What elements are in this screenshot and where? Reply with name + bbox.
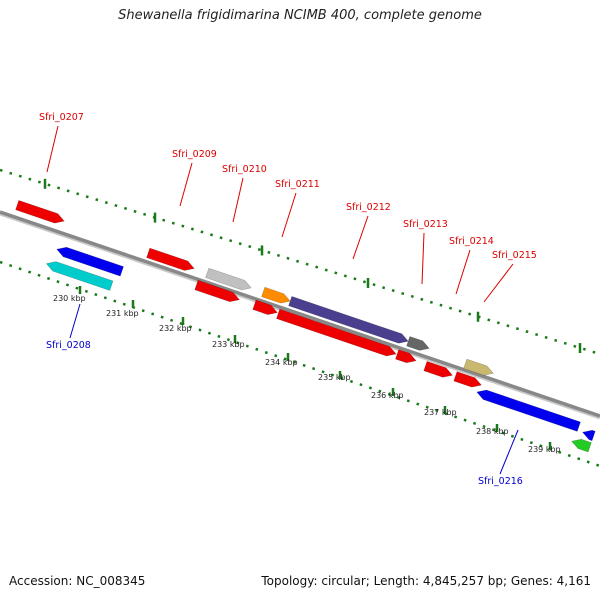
gene-feature-arrow[interactable] <box>582 429 596 442</box>
gene-feature-arrow[interactable] <box>476 389 581 432</box>
tick-label: 239 kbp <box>528 445 561 454</box>
accession-text: Accession: NC_008345 <box>9 574 146 588</box>
gene-label[interactable]: Sfri_0214 <box>449 236 494 247</box>
gene-label[interactable]: Sfri_0212 <box>346 202 391 213</box>
gene-label-leader <box>421 232 425 285</box>
tick-label: 233 kbp <box>212 340 245 349</box>
backbone <box>0 210 600 418</box>
gene-feature-arrow[interactable] <box>205 267 252 291</box>
gene-feature-arrow[interactable] <box>252 299 278 315</box>
gene-label-leader <box>69 303 81 339</box>
tick-label: 231 kbp <box>106 309 139 318</box>
gene-label[interactable]: Sfri_0213 <box>403 219 448 230</box>
gene-feature-arrow[interactable] <box>571 438 592 453</box>
lower-track-guide <box>0 260 600 468</box>
gene-feature-arrow[interactable] <box>423 361 453 378</box>
tick-label: 230 kbp <box>53 294 86 303</box>
gene-feature-arrow[interactable] <box>15 200 65 224</box>
gene-feature-arrow[interactable] <box>194 279 240 303</box>
gene-feature-arrow[interactable] <box>406 336 430 351</box>
gene-label[interactable]: Sfri_0211 <box>275 179 320 190</box>
gene-label-leader <box>483 263 514 303</box>
tick-label: 237 kbp <box>424 408 457 417</box>
gene-feature-arrow[interactable] <box>261 286 291 304</box>
map-title: Shewanella frigidimarina NCIMB 400, comp… <box>118 8 482 23</box>
gene-label-leader <box>179 162 193 207</box>
gene-feature-arrow[interactable] <box>276 308 397 357</box>
gene-feature-arrow[interactable] <box>146 247 195 271</box>
gene-feature-arrow[interactable] <box>45 261 114 291</box>
gene-label-leader <box>232 177 244 223</box>
gene-feature-arrow[interactable] <box>453 371 482 388</box>
gene-label-leader <box>499 429 519 475</box>
gene-label[interactable]: Sfri_0215 <box>492 250 537 261</box>
gene-label-leader <box>281 192 297 238</box>
tick-label: 234 kbp <box>265 358 298 367</box>
tick-label: 232 kbp <box>159 324 192 333</box>
gene-label-leader <box>352 215 369 260</box>
gene-feature-arrow[interactable] <box>395 349 417 364</box>
gene-feature-arrow[interactable] <box>56 246 124 277</box>
gene-label[interactable]: Sfri_0207 <box>39 112 84 123</box>
gene-label[interactable]: Sfri_0210 <box>222 164 267 175</box>
gene-label[interactable]: Sfri_0208 <box>46 340 91 351</box>
gene-label[interactable]: Sfri_0209 <box>172 149 217 160</box>
gene-label-leader <box>46 125 59 173</box>
tick-label: 238 kbp <box>476 427 509 436</box>
gene-feature-arrow[interactable] <box>463 358 494 376</box>
tick-label: 236 kbp <box>371 391 404 400</box>
gene-label-leader <box>455 249 471 295</box>
gene-label[interactable]: Sfri_0216 <box>478 476 523 487</box>
gene-feature-arrow[interactable] <box>288 296 409 344</box>
topology-text: Topology: circular; Length: 4,845,257 bp… <box>261 574 591 588</box>
tick-label: 235 kbp <box>318 373 351 382</box>
